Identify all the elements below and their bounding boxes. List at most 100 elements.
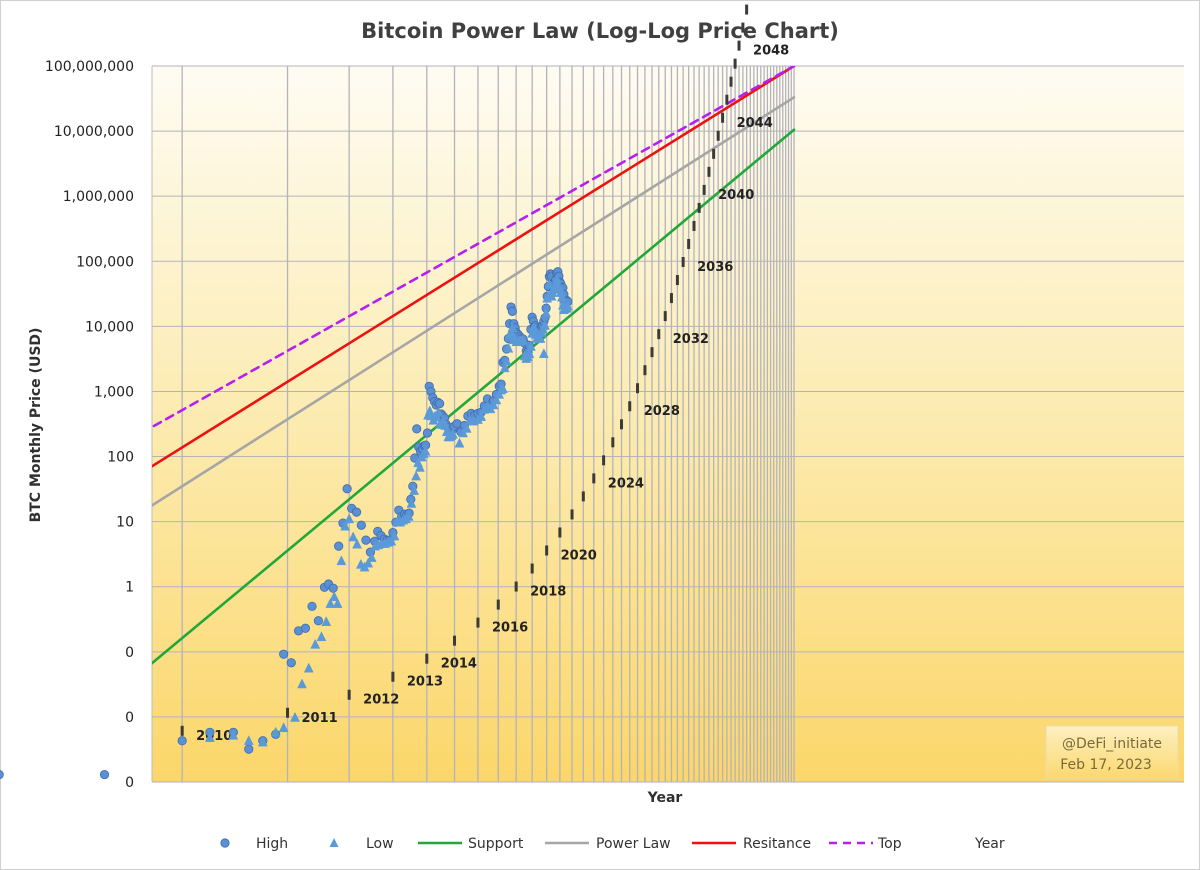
low-point [332, 598, 343, 608]
year-marker [681, 257, 685, 268]
low-point [541, 307, 552, 318]
high-point [286, 658, 296, 668]
low-point [420, 445, 431, 456]
year-marker [545, 545, 549, 556]
y-tick-label: 0 [125, 710, 134, 726]
high-point [342, 484, 352, 494]
y-tick-label: 0 [125, 775, 134, 791]
low-point [562, 300, 573, 311]
low-point [431, 411, 442, 422]
low-point [386, 535, 397, 546]
y-axis-ticks: 0 0 0 1 10 100 1,000 10,000 100,000 1,000,000 10,0… [45, 59, 134, 791]
year-marker [636, 383, 640, 394]
year-marker [643, 365, 647, 376]
year-marker-label: 2020 [561, 548, 597, 563]
low-point [389, 530, 400, 541]
year-marker [425, 653, 429, 664]
year-marker [570, 509, 574, 520]
low-point [503, 342, 514, 353]
low-point [310, 638, 321, 649]
year-marker [721, 112, 725, 123]
low-point [297, 678, 307, 689]
low-point [352, 538, 362, 549]
high-point [422, 428, 433, 438]
grid-lines [151, 65, 1184, 783]
high-point [334, 541, 344, 551]
year-marker [180, 725, 184, 736]
legend-power-law-label: Power Law [596, 836, 671, 852]
low-point [336, 555, 347, 566]
year-marker-label: 2010 [196, 729, 232, 744]
year-marker [620, 419, 624, 430]
low-point [340, 520, 350, 531]
legend-support-label: Support [468, 836, 524, 852]
year-marker [558, 527, 562, 538]
low-point [228, 729, 239, 740]
low-point [415, 461, 425, 472]
year-marker [391, 671, 395, 682]
year-marker [496, 599, 500, 610]
legend-high-label: High [256, 836, 288, 852]
high-point [435, 399, 445, 409]
high-point [313, 616, 323, 626]
low-point [278, 722, 289, 733]
year-marker [729, 76, 733, 87]
y-tick-label: 0 [125, 645, 134, 661]
low-point [476, 411, 487, 421]
year-marker [628, 401, 632, 412]
low-point [556, 291, 567, 302]
low-point [344, 513, 355, 524]
low-point [348, 531, 359, 542]
year-marker-label: 2044 [737, 116, 773, 131]
low-point [329, 591, 340, 602]
year-marker [697, 202, 701, 213]
low-point [501, 355, 512, 366]
low-point [507, 322, 518, 333]
year-marker-label: 2016 [492, 621, 528, 636]
support-line [152, 128, 796, 665]
y-axis-title: BTC Monthly Price (USD) [28, 328, 44, 523]
high-point [507, 306, 517, 316]
legend-resitance-label: Resitance [743, 836, 811, 852]
x-axis-title: Year [647, 790, 683, 806]
high-point [328, 583, 338, 593]
low-point [316, 631, 327, 642]
year-marker-label: 2024 [608, 476, 644, 491]
year-marker [592, 473, 596, 484]
year-marker [657, 329, 661, 340]
y-tick-label: 1 [125, 580, 134, 596]
price-points [0, 267, 573, 780]
credit-handle: @DeFi_initiate [1062, 736, 1162, 752]
year-marker [514, 581, 518, 592]
year-marker-label: 2040 [718, 188, 754, 203]
year-marker [733, 58, 737, 69]
year-marker [663, 311, 667, 322]
year-markers: 2010 2011 2012 2013 2014 2016 2018 2020 2024 2028… [180, 4, 789, 744]
legend-high-marker [220, 838, 230, 848]
high-point [412, 424, 422, 434]
year-marker-label: 2036 [697, 260, 733, 275]
high-point [356, 520, 366, 530]
year-marker-label: 2013 [407, 675, 443, 690]
year-marker-label: 2018 [530, 585, 566, 600]
year-marker [692, 220, 696, 231]
low-point [491, 394, 502, 405]
year-marker-label: 2048 [753, 44, 789, 59]
low-point [498, 383, 508, 394]
year-marker [602, 455, 606, 466]
low-point [526, 340, 536, 351]
high-point [307, 601, 317, 611]
low-point [499, 362, 510, 373]
high-point [177, 736, 187, 746]
year-marker [725, 94, 729, 105]
y-tick-label: 10,000 [85, 319, 134, 335]
resitance-line [152, 66, 796, 468]
high-point [0, 770, 4, 780]
low-point [409, 485, 420, 495]
low-point [411, 470, 422, 481]
low-point [488, 399, 499, 410]
year-marker-label: 2012 [363, 693, 399, 708]
high-point [99, 769, 110, 780]
